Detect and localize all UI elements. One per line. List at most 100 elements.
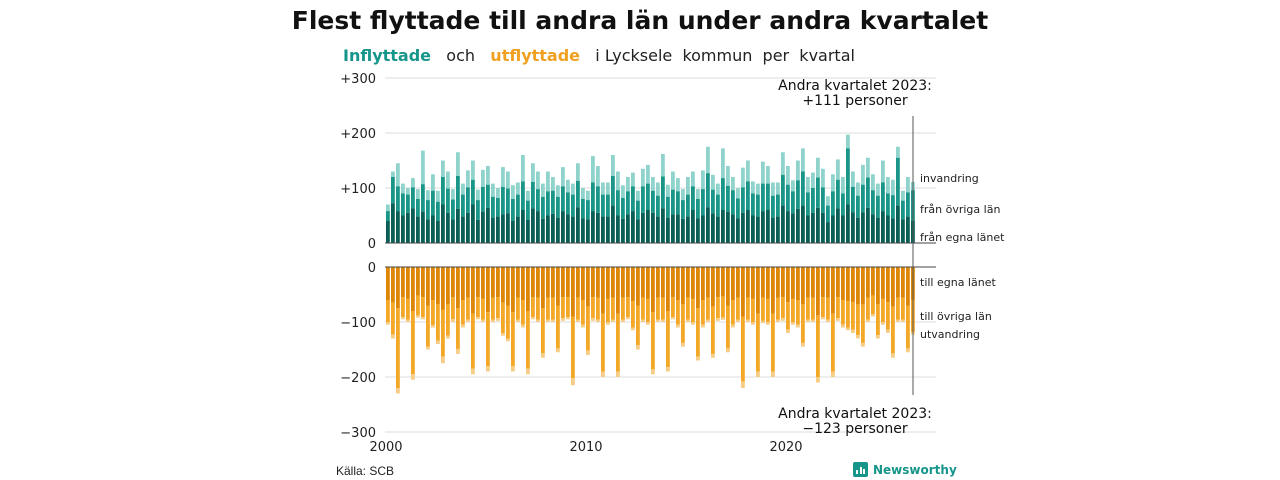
bar-in-immigration xyxy=(416,189,420,199)
bar-in-other-county xyxy=(861,184,865,213)
bar-out-emigration xyxy=(641,319,645,322)
bar-out-emigration xyxy=(656,319,660,322)
bar-in-other-county xyxy=(751,193,755,216)
bar-out-own-county xyxy=(661,267,665,298)
bar-out-own-county xyxy=(416,267,420,296)
bar-in-immigration xyxy=(456,152,460,176)
bar-in-other-county xyxy=(446,188,450,213)
bar-out-own-county xyxy=(756,267,760,314)
bar-out-emigration xyxy=(791,322,795,325)
bar-in-immigration xyxy=(726,166,730,186)
bar-in-other-county xyxy=(821,187,825,213)
bar-in-immigration xyxy=(511,185,515,199)
bar-in-other-county xyxy=(606,194,610,217)
bar-out-other-county xyxy=(886,302,890,330)
subtitle-utflyttade: utflyttade xyxy=(490,46,581,65)
bar-in-other-county xyxy=(516,194,520,217)
bar-out-emigration xyxy=(551,319,555,322)
bar-in-own-county xyxy=(896,205,900,243)
bar-out-other-county xyxy=(806,297,810,320)
bar-out-own-county xyxy=(666,267,670,311)
bar-in-other-county xyxy=(476,200,480,220)
bar-out-other-county xyxy=(646,298,650,322)
bar-out-own-county xyxy=(391,267,395,303)
bar-out-other-county xyxy=(421,297,425,318)
bar-in-immigration xyxy=(886,177,890,194)
bar-in-own-county xyxy=(421,211,425,243)
bar-in-own-county xyxy=(396,211,400,243)
bar-in-immigration xyxy=(766,166,770,184)
bar-in-other-county xyxy=(511,199,515,221)
bar-in-immigration xyxy=(591,156,595,183)
bar-out-own-county xyxy=(656,267,660,298)
bar-out-other-county xyxy=(576,297,580,320)
bar-in-immigration xyxy=(496,188,500,198)
bar-out-other-county xyxy=(891,306,895,354)
bar-out-other-county xyxy=(391,302,395,335)
bar-in-other-county xyxy=(421,184,425,212)
x-tick-2: 2020 xyxy=(769,440,802,455)
bar-in-immigration xyxy=(506,171,510,189)
bar-out-own-county xyxy=(436,267,440,305)
bar-out-own-county xyxy=(481,267,485,299)
brand-logo[interactable]: Newsworthy xyxy=(853,462,957,477)
bar-out-emigration xyxy=(856,335,860,339)
bar-in-immigration xyxy=(781,152,785,175)
bar-out-other-county xyxy=(896,297,900,320)
bar-out-own-county xyxy=(611,267,615,298)
bar-out-other-county xyxy=(881,298,885,322)
bar-in-own-county xyxy=(441,204,445,243)
bar-in-own-county xyxy=(666,217,670,243)
bar-in-other-county xyxy=(561,186,565,212)
bar-in-other-county xyxy=(876,195,880,218)
bar-in-own-county xyxy=(811,212,815,243)
bar-in-own-county xyxy=(551,213,555,243)
bar-out-emigration xyxy=(526,368,530,375)
bar-out-emigration xyxy=(531,317,535,320)
bar-in-other-county xyxy=(586,200,590,220)
bar-in-immigration xyxy=(671,171,675,190)
bar-in-own-county xyxy=(786,211,790,243)
bar-out-own-county xyxy=(701,267,705,300)
bar-out-own-county xyxy=(841,267,845,300)
annotation-bottom-line2: −123 personer xyxy=(802,421,908,437)
bar-in-immigration xyxy=(846,134,850,149)
bar-in-immigration xyxy=(801,148,805,172)
bar-in-own-county xyxy=(866,207,870,243)
bar-out-emigration xyxy=(601,371,605,377)
bar-in-immigration xyxy=(516,182,520,195)
bar-out-emigration xyxy=(621,319,625,322)
bar-in-own-county xyxy=(466,212,470,243)
subtitle-rest: i Lycksele kommun per kvartal xyxy=(595,46,855,65)
bar-out-emigration xyxy=(421,317,425,320)
chart-title: Flest flyttade till andra län under andr… xyxy=(291,6,989,35)
bar-in-other-county xyxy=(721,178,725,210)
bar-out-other-county xyxy=(796,300,800,325)
bar-in-immigration xyxy=(786,166,790,185)
bar-in-immigration xyxy=(821,168,825,188)
bar-in-own-county xyxy=(881,211,885,243)
bar-out-emigration xyxy=(876,335,880,339)
bar-in-immigration xyxy=(881,160,885,183)
bar-out-other-county xyxy=(431,300,435,326)
bar-out-other-county xyxy=(511,312,515,366)
y-tick-top-3: 0 xyxy=(368,237,376,252)
bar-out-other-county xyxy=(446,304,450,336)
bar-out-own-county xyxy=(526,267,530,311)
bar-out-other-county xyxy=(721,296,725,318)
bar-in-own-county xyxy=(436,221,440,243)
bar-out-own-county xyxy=(651,267,655,313)
bar-in-immigration xyxy=(541,183,545,197)
bar-in-other-county xyxy=(391,177,395,204)
bar-in-immigration xyxy=(731,177,735,191)
bar-in-immigration xyxy=(596,166,600,187)
bar-in-immigration xyxy=(856,182,860,196)
bar-in-immigration xyxy=(476,189,480,201)
bar-in-immigration xyxy=(521,155,525,182)
bar-in-immigration xyxy=(391,171,395,177)
bar-out-other-county xyxy=(541,308,545,354)
bar-in-other-county xyxy=(571,194,575,217)
bar-out-other-county xyxy=(521,300,525,325)
bar-out-own-county xyxy=(551,267,555,298)
bar-in-immigration xyxy=(601,182,605,195)
